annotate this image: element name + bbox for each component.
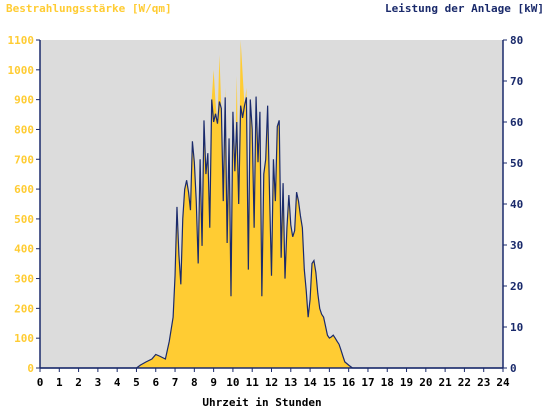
left-tick-label: 100 bbox=[14, 332, 34, 345]
right-axis-title: Leistung der Anlage [kW] bbox=[385, 2, 544, 15]
left-tick-label: 800 bbox=[14, 123, 34, 136]
x-tick-label: 18 bbox=[381, 376, 394, 389]
right-tick-label: 30 bbox=[510, 239, 523, 252]
x-tick-label: 22 bbox=[458, 376, 471, 389]
left-tick-label: 400 bbox=[14, 243, 34, 256]
left-tick-label: 1000 bbox=[8, 64, 35, 77]
irradiance-area bbox=[40, 40, 503, 368]
left-tick-label: 300 bbox=[14, 273, 34, 286]
x-tick-label: 20 bbox=[419, 376, 432, 389]
x-tick-label: 14 bbox=[303, 376, 317, 389]
x-tick-label: 13 bbox=[284, 376, 297, 389]
right-tick-label: 70 bbox=[510, 75, 523, 88]
left-tick-label: 900 bbox=[14, 94, 34, 107]
x-tick-label: 23 bbox=[477, 376, 490, 389]
x-tick-label: 12 bbox=[265, 376, 278, 389]
x-tick-label: 9 bbox=[210, 376, 217, 389]
x-tick-label: 3 bbox=[95, 376, 102, 389]
x-tick-label: 0 bbox=[37, 376, 44, 389]
x-tick-label: 16 bbox=[342, 376, 356, 389]
x-tick-label: 4 bbox=[114, 376, 121, 389]
left-tick-label: 700 bbox=[14, 153, 34, 166]
axis-ticks: 0 1 2 3 4 5 6 7 8 9 10 11 12 13 14 15 16 17 18 19 20 21 22 23 24… bbox=[8, 34, 524, 389]
x-tick-label: 21 bbox=[439, 376, 453, 389]
right-tick-label: 40 bbox=[510, 198, 523, 211]
right-tick-label: 0 bbox=[510, 362, 517, 375]
x-tick-label: 17 bbox=[361, 376, 374, 389]
x-tick-label: 2 bbox=[75, 376, 82, 389]
x-tick-label: 6 bbox=[152, 376, 159, 389]
x-tick-label: 10 bbox=[226, 376, 239, 389]
x-tick-label: 11 bbox=[246, 376, 260, 389]
left-axis-title: Bestrahlungsstärke [W/qm] bbox=[6, 2, 172, 15]
left-tick-label: 500 bbox=[14, 213, 34, 226]
x-axis-title: Uhrzeit in Stunden bbox=[202, 396, 321, 408]
right-tick-label: 80 bbox=[510, 34, 523, 47]
power-line bbox=[40, 96, 503, 369]
x-tick-label: 19 bbox=[400, 376, 413, 389]
x-tick-label: 5 bbox=[133, 376, 140, 389]
x-tick-label: 24 bbox=[496, 376, 510, 389]
left-tick-label: 1100 bbox=[8, 34, 35, 47]
left-tick-label: 200 bbox=[14, 302, 34, 315]
x-tick-label: 8 bbox=[191, 376, 198, 389]
x-tick-label: 7 bbox=[172, 376, 179, 389]
right-tick-label: 20 bbox=[510, 280, 523, 293]
left-tick-label: 0 bbox=[27, 362, 34, 375]
x-tick-label: 1 bbox=[56, 376, 63, 389]
x-tick-label: 15 bbox=[323, 376, 336, 389]
right-tick-label: 60 bbox=[510, 116, 523, 129]
right-tick-label: 10 bbox=[510, 321, 523, 334]
left-tick-label: 600 bbox=[14, 183, 34, 196]
right-tick-label: 50 bbox=[510, 157, 523, 170]
